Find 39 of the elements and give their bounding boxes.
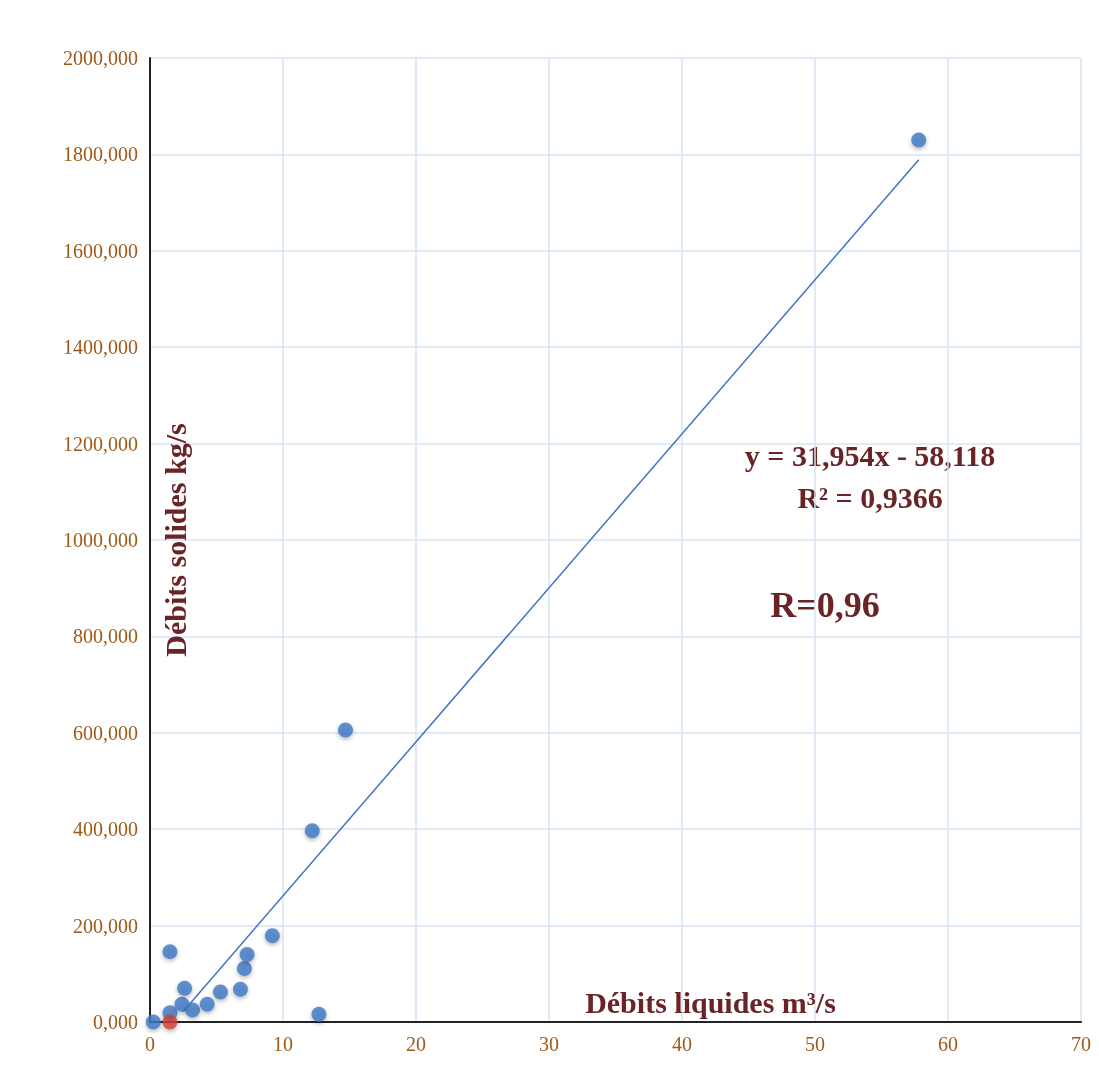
point (236, 961, 252, 976)
point (232, 981, 248, 997)
point (177, 980, 193, 996)
point (185, 1002, 201, 1018)
point (239, 947, 255, 963)
point (304, 823, 320, 839)
annotation: y = 31,954x - 58,118 (744, 438, 996, 472)
x-tick-label: 40 (672, 1033, 692, 1055)
point (311, 1006, 327, 1022)
y-tick-label: 600,000 (73, 721, 138, 744)
point (264, 928, 280, 944)
annotation: R=0,96 (770, 585, 880, 625)
x-tick-label: 50 (805, 1033, 825, 1055)
y-axis-title: Débits solides kg/s (158, 423, 192, 657)
annotation: R² = 0,9366 (797, 480, 943, 514)
y-tick-label: 1200,000 (63, 432, 138, 455)
point (162, 1014, 178, 1030)
point (145, 1014, 161, 1030)
x-tick-label: 0 (145, 1033, 155, 1055)
x-tick-label: 20 (406, 1033, 426, 1055)
y-tick-label: 0,000 (93, 1011, 138, 1033)
x-tick-label: 60 (938, 1033, 958, 1055)
y-tick-label: 800,000 (73, 625, 138, 648)
y-tick-label: 1800,000 (63, 143, 138, 166)
y-tick-label: 200,000 (73, 914, 138, 937)
point (911, 132, 927, 148)
x-tick-label: 70 (1071, 1033, 1091, 1055)
x-tick-label: 30 (539, 1033, 559, 1055)
point (199, 996, 215, 1012)
y-tick-label: 400,000 (73, 818, 138, 841)
y-tick-label: 1600,000 (63, 239, 138, 262)
x-axis-title: Débits liquides m³/s (585, 985, 836, 1019)
point (213, 984, 228, 1000)
y-tick-label: 2000,000 (63, 47, 138, 69)
point (338, 722, 354, 738)
y-tick-label: 1000,000 (63, 529, 138, 551)
x-tick-label: 10 (273, 1033, 293, 1055)
point (162, 944, 178, 960)
y-tick-label: 1400,000 (63, 336, 138, 359)
